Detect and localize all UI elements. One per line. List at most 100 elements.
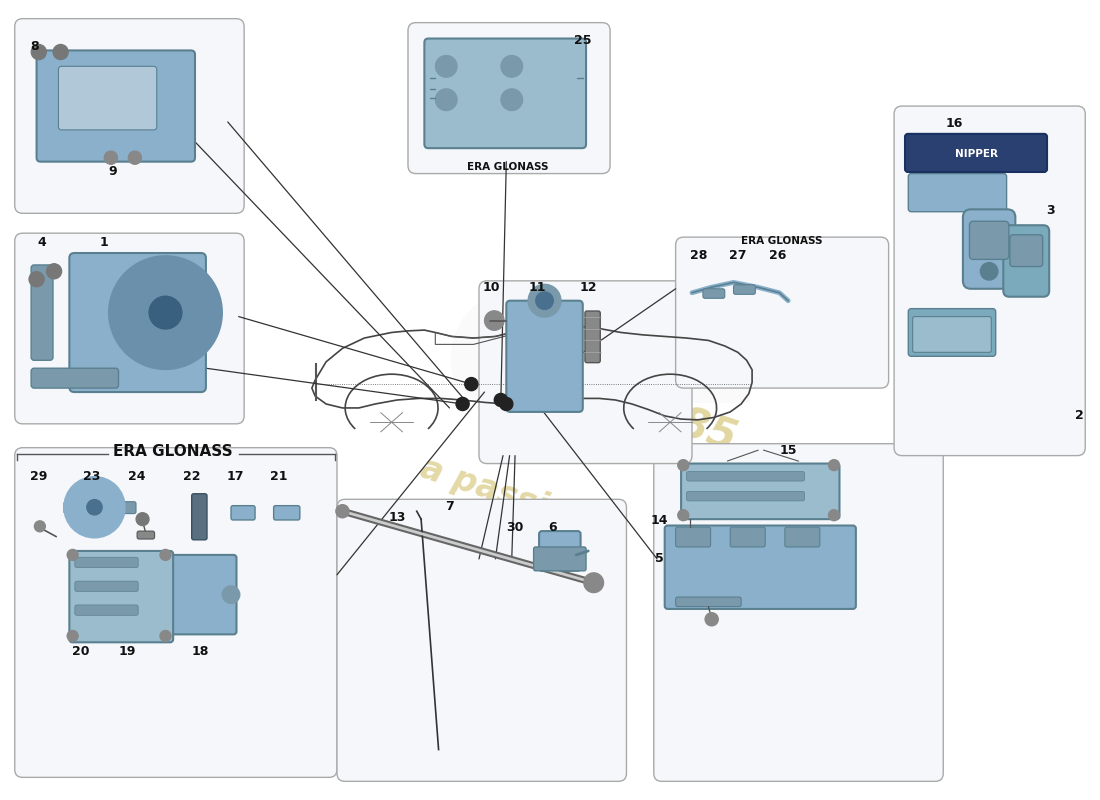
Circle shape [584,573,604,593]
FancyBboxPatch shape [534,547,586,571]
Circle shape [484,310,504,330]
FancyBboxPatch shape [14,448,337,778]
Circle shape [87,500,102,515]
FancyBboxPatch shape [75,558,139,568]
Text: 12: 12 [580,281,597,294]
Circle shape [828,510,839,521]
Circle shape [456,398,470,410]
Circle shape [499,398,513,410]
Circle shape [67,550,78,560]
FancyBboxPatch shape [539,531,581,571]
Text: 18: 18 [191,645,209,658]
Text: NIPPER: NIPPER [955,149,998,158]
FancyBboxPatch shape [730,527,766,547]
Circle shape [336,505,349,518]
Circle shape [34,521,45,532]
FancyBboxPatch shape [664,526,856,609]
Text: since 1985: since 1985 [490,341,741,459]
Text: 3: 3 [1046,205,1055,218]
Text: 16: 16 [946,117,962,130]
FancyBboxPatch shape [75,605,139,615]
Circle shape [31,44,46,60]
Circle shape [104,151,118,164]
FancyBboxPatch shape [686,491,804,501]
Circle shape [160,630,170,642]
FancyBboxPatch shape [274,506,300,520]
Text: ERA GLONASS: ERA GLONASS [740,236,823,246]
Text: 7: 7 [446,500,454,513]
Text: 8: 8 [30,40,38,53]
FancyBboxPatch shape [681,463,839,519]
FancyBboxPatch shape [675,527,711,547]
FancyBboxPatch shape [36,50,195,162]
FancyBboxPatch shape [675,597,741,606]
Circle shape [64,477,125,538]
Circle shape [222,586,240,603]
Circle shape [109,256,222,370]
Text: 22: 22 [183,470,200,482]
Circle shape [980,262,998,280]
FancyBboxPatch shape [31,368,119,388]
FancyBboxPatch shape [1003,226,1049,297]
Text: 21: 21 [271,470,288,482]
FancyBboxPatch shape [675,237,889,388]
FancyBboxPatch shape [14,18,244,214]
Text: 15: 15 [780,443,796,457]
FancyBboxPatch shape [191,494,207,540]
Circle shape [528,284,561,317]
Text: 17: 17 [227,470,244,482]
FancyBboxPatch shape [653,444,943,782]
Text: 25: 25 [574,34,592,47]
Text: a passion: a passion [417,452,596,538]
FancyBboxPatch shape [75,581,139,591]
Text: 4: 4 [37,236,46,249]
Circle shape [53,44,68,60]
Text: 10: 10 [482,281,499,294]
FancyBboxPatch shape [785,527,820,547]
Circle shape [500,55,522,78]
FancyBboxPatch shape [69,551,173,642]
Text: 30: 30 [506,521,524,534]
Text: 14: 14 [650,514,668,527]
FancyBboxPatch shape [969,222,1009,259]
Circle shape [150,296,182,329]
Text: 19: 19 [119,645,136,658]
FancyBboxPatch shape [734,285,756,294]
FancyBboxPatch shape [14,233,244,424]
Circle shape [46,264,62,279]
Circle shape [678,460,689,470]
Text: 13: 13 [388,511,406,524]
Text: 26: 26 [769,249,785,262]
FancyBboxPatch shape [478,281,692,463]
Text: ERA GLONASS: ERA GLONASS [113,444,233,459]
FancyBboxPatch shape [1010,234,1043,266]
Text: GLL: GLL [444,286,764,434]
Circle shape [828,460,839,470]
Text: 2: 2 [1076,410,1085,422]
FancyBboxPatch shape [58,66,157,130]
FancyBboxPatch shape [585,311,601,362]
Circle shape [436,55,458,78]
FancyBboxPatch shape [231,506,255,520]
FancyBboxPatch shape [31,265,53,360]
Circle shape [536,292,553,310]
Circle shape [29,271,44,287]
FancyBboxPatch shape [913,317,991,352]
Text: 28: 28 [690,249,707,262]
FancyBboxPatch shape [905,134,1047,172]
Text: 29: 29 [30,470,47,482]
FancyBboxPatch shape [408,22,611,174]
Text: 20: 20 [72,645,89,658]
Text: 5: 5 [654,552,663,566]
FancyBboxPatch shape [123,502,136,514]
Circle shape [436,89,458,110]
Circle shape [494,394,507,406]
Text: ERA GLONASS: ERA GLONASS [466,162,548,172]
Text: 24: 24 [129,470,146,482]
FancyBboxPatch shape [337,499,627,782]
Circle shape [160,550,170,560]
Text: 27: 27 [729,249,747,262]
Text: 11: 11 [528,281,546,294]
FancyBboxPatch shape [894,106,1086,456]
Circle shape [705,613,718,626]
